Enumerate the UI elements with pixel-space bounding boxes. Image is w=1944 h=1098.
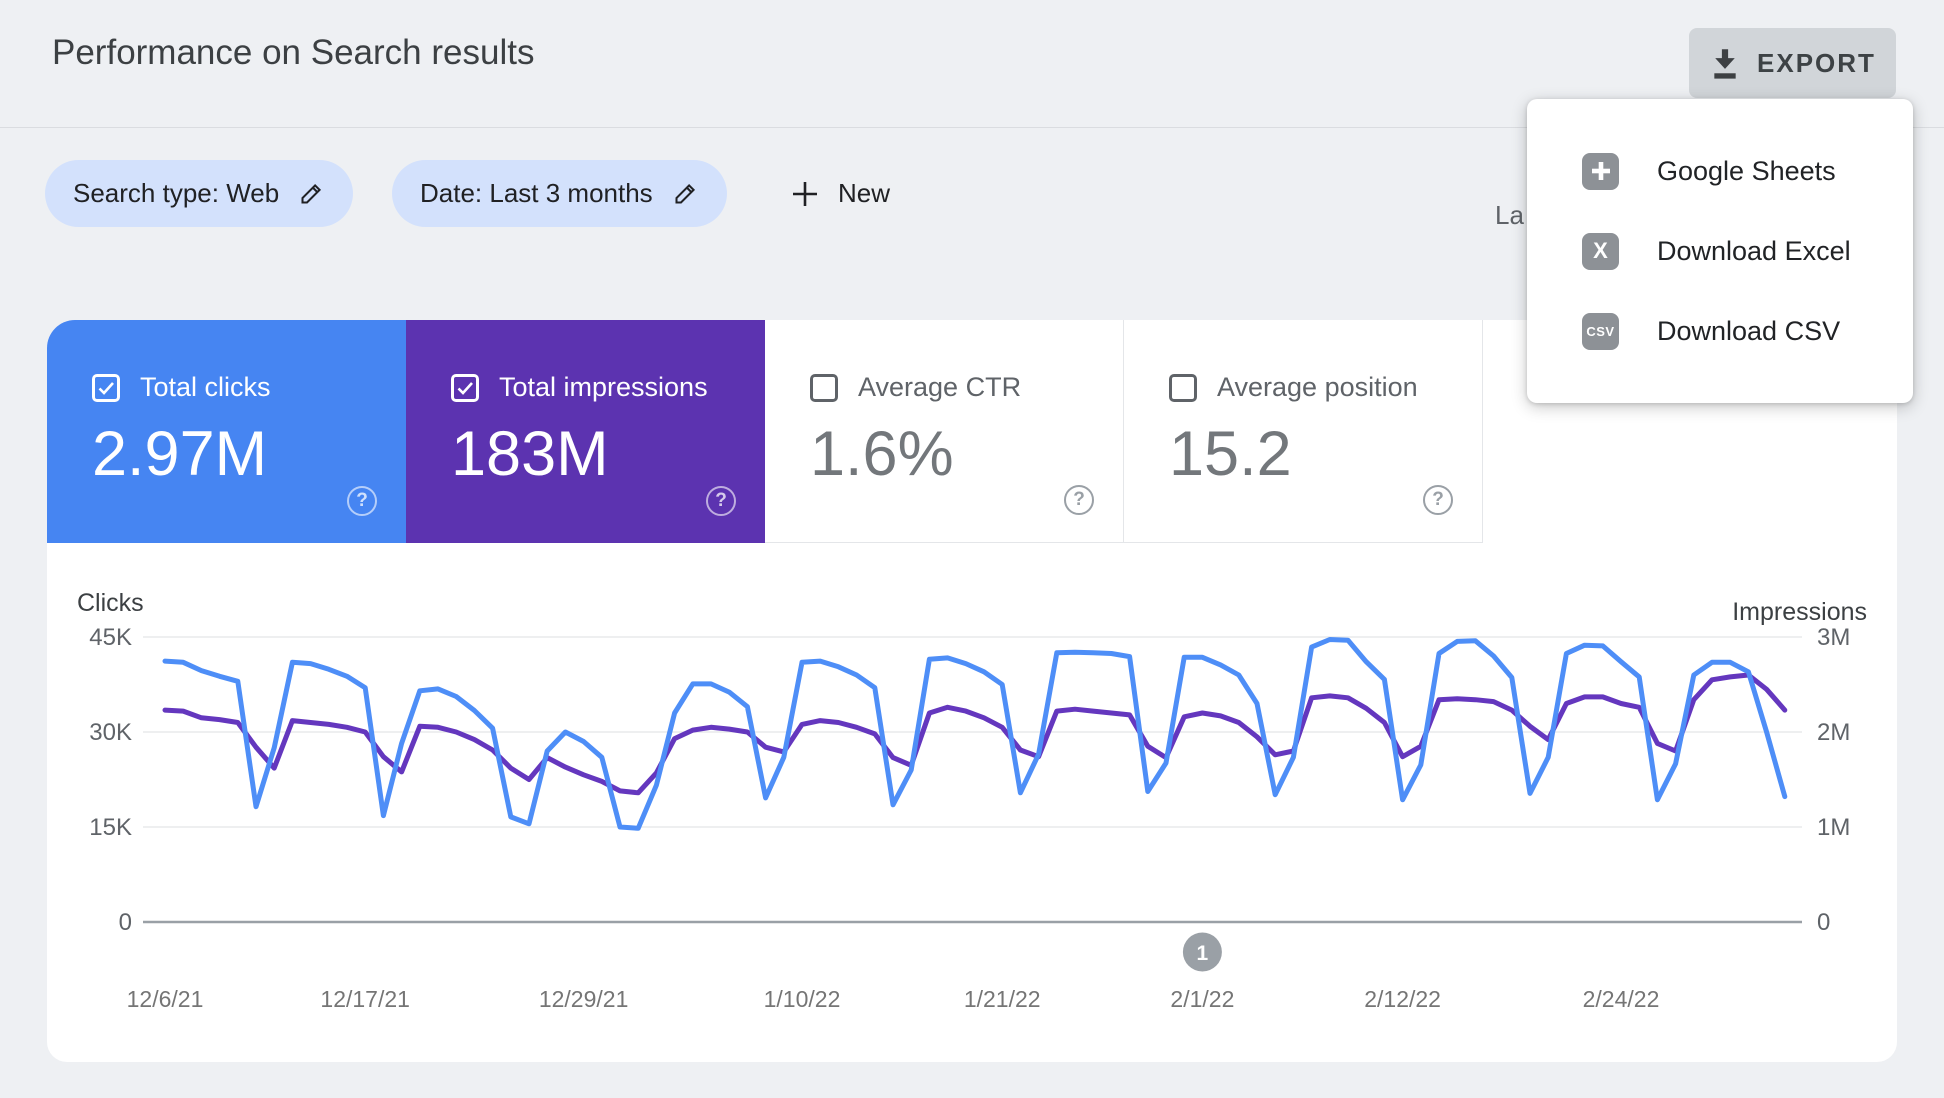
card-value: 1.6% [810, 419, 954, 489]
card-label: Average CTR [858, 372, 1022, 402]
card-label: Average position [1217, 372, 1418, 402]
x-axis-date-label: 12/17/21 [320, 986, 410, 1012]
export-dropdown-menu: Google Sheets X Download Excel CSV Downl… [1527, 99, 1913, 403]
card-value: 15.2 [1169, 419, 1292, 489]
page-title: Performance on Search results [52, 33, 535, 72]
left-axis-tick: 30K [89, 719, 132, 746]
card-value: 2.97M [92, 419, 268, 489]
csv-icon: CSV [1582, 312, 1619, 350]
x-axis-date-label: 1/21/22 [964, 986, 1041, 1012]
x-axis-date-label: 2/1/22 [1170, 986, 1234, 1012]
card-label: Total impressions [499, 372, 708, 402]
date-range-chip[interactable]: Date: Last 3 months [392, 160, 727, 227]
right-axis-tick: 2M [1817, 719, 1850, 746]
help-icon[interactable]: ? [706, 486, 736, 516]
card-value: 183M [451, 419, 609, 489]
menu-item-label: Download Excel [1657, 235, 1851, 266]
pencil-icon [298, 180, 325, 207]
pagination-badge[interactable] [1182, 932, 1222, 972]
help-icon[interactable]: ? [1423, 485, 1453, 515]
menu-item-label: Download CSV [1657, 315, 1841, 346]
total-clicks-checkbox[interactable] [92, 373, 120, 402]
metric-cards-row: Total clicks 2.97M ? Total impressions 1… [47, 320, 1483, 543]
export-button-label: EXPORT [1757, 47, 1876, 78]
x-axis-date-label: 2/24/22 [1583, 986, 1660, 1012]
new-filter-button[interactable]: New [790, 160, 890, 227]
header-divider [0, 127, 1944, 128]
right-axis-tick: 0 [1817, 909, 1830, 936]
date-range-chip-label: Date: Last 3 months [420, 178, 653, 208]
clicks-line [162, 637, 1788, 831]
average-ctr-checkbox[interactable] [810, 373, 838, 402]
performance-panel: Clicks Impressions 45K 30K 15K 0 3M 2M 1M 0 12/6/2… [47, 320, 1897, 1062]
left-axis-title: Clicks [77, 589, 144, 617]
left-axis-tick: 15K [89, 814, 132, 841]
help-icon[interactable]: ? [347, 486, 377, 516]
menu-item-label: Google Sheets [1657, 155, 1836, 186]
card-label: Total clicks [140, 372, 271, 402]
average-position-checkbox[interactable] [1169, 373, 1197, 402]
search-type-chip-label: Search type: Web [73, 178, 280, 208]
total-impressions-checkbox[interactable] [451, 373, 479, 402]
right-axis-title: Impressions [1732, 598, 1867, 626]
right-axis-tick: 3M [1817, 624, 1850, 651]
right-axis-tick: 1M [1817, 814, 1850, 841]
plus-icon [790, 179, 820, 209]
help-icon[interactable]: ? [1064, 485, 1094, 515]
search-type-chip[interactable]: Search type: Web [45, 160, 354, 227]
menu-item-google-sheets[interactable]: Google Sheets [1527, 131, 1913, 211]
left-axis-tick: 45K [89, 624, 132, 651]
card-total-clicks[interactable]: Total clicks 2.97M ? [47, 320, 406, 543]
x-axis-date-label: 1/10/22 [764, 986, 841, 1012]
card-total-impressions[interactable]: Total impressions 183M ? [406, 320, 765, 543]
last-updated-text: La [1495, 200, 1524, 230]
menu-item-download-csv[interactable]: CSV Download CSV [1527, 291, 1913, 371]
x-axis-date-label: 2/12/22 [1364, 986, 1441, 1012]
pencil-icon [672, 180, 699, 207]
left-axis-tick: 0 [119, 909, 132, 936]
card-average-position[interactable]: Average position 15.2 ? [1124, 320, 1483, 543]
download-icon [1709, 45, 1741, 82]
x-axis-date-label: 12/6/21 [127, 986, 204, 1012]
pagination-badge-label: 1 [1197, 942, 1209, 965]
menu-item-download-excel[interactable]: X Download Excel [1527, 211, 1913, 291]
card-average-ctr[interactable]: Average CTR 1.6% ? [765, 320, 1124, 543]
excel-icon: X [1582, 232, 1619, 270]
x-axis-date-label: 12/29/21 [539, 986, 629, 1012]
performance-chart: Clicks Impressions 45K 30K 15K 0 3M 2M 1M 0 12/6/2… [77, 589, 1867, 1012]
sheets-icon [1582, 152, 1619, 190]
new-filter-label: New [838, 178, 891, 208]
export-button[interactable]: EXPORT [1689, 28, 1896, 98]
